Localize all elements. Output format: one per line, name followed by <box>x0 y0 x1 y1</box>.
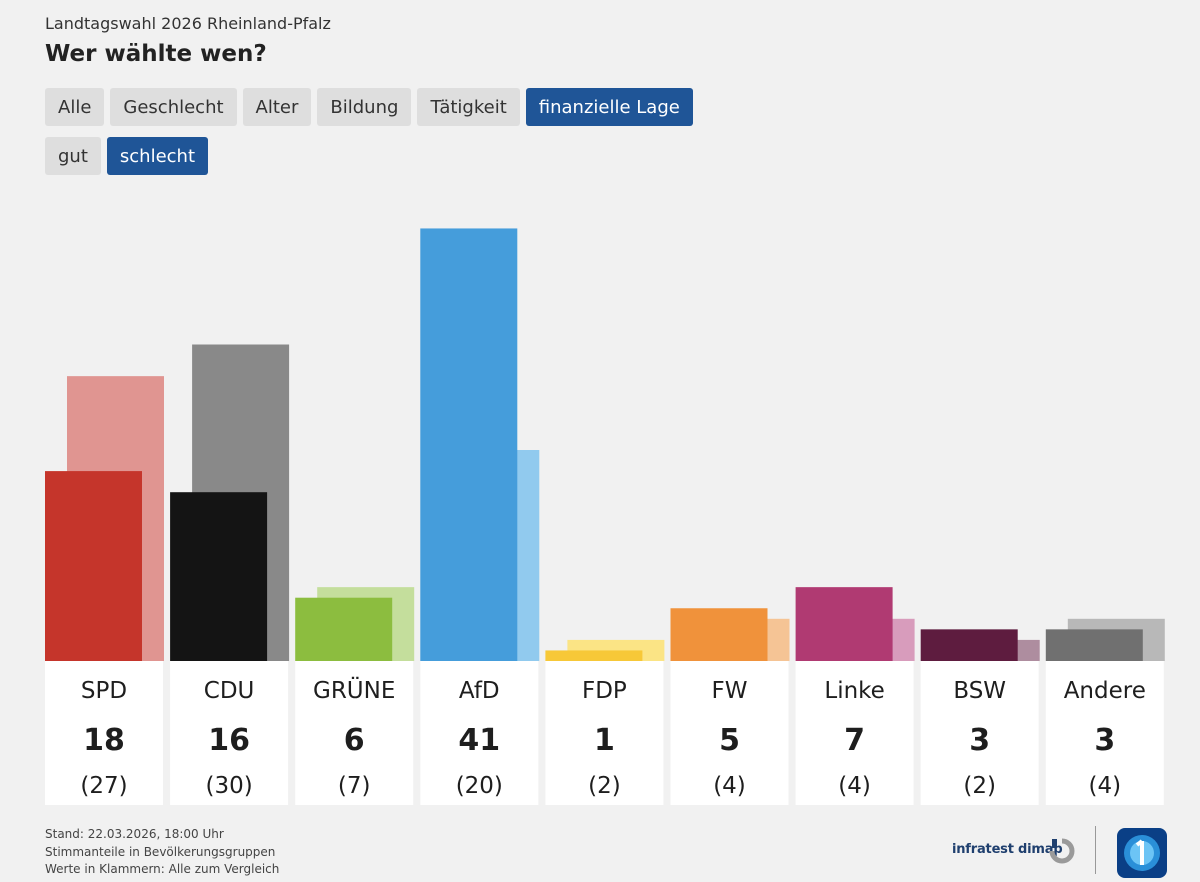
value-label-fw: 5 <box>719 723 740 758</box>
filter-alter-button[interactable]: Alter <box>242 88 312 126</box>
category-label-bsw: BSW <box>953 678 1006 704</box>
compare-label-afd: (20) <box>456 773 503 799</box>
logo-divider <box>1095 826 1096 874</box>
ard-logo-icon <box>1117 828 1167 878</box>
value-label-linke: 7 <box>844 723 865 758</box>
footnote-description: Stimmanteile in Bevölkerungsgruppen <box>45 844 276 859</box>
bar-main-spd <box>45 471 142 661</box>
filter-category-row: Alle Geschlecht Alter Bildung Tätigkeit … <box>45 88 693 126</box>
label-card-spd <box>45 661 163 805</box>
filter-alle-button[interactable]: Alle <box>45 88 105 126</box>
category-label-afd: AfD <box>459 678 500 704</box>
bar-main-fw <box>670 608 768 661</box>
bar-main-andere <box>1045 629 1143 661</box>
compare-label-linke: (4) <box>838 773 871 799</box>
label-card-linke <box>795 661 914 805</box>
compare-label-bsw: (2) <box>963 773 996 799</box>
value-label-spd: 18 <box>83 723 125 758</box>
bar-main-linke <box>795 587 893 661</box>
label-card-bsw <box>920 661 1039 805</box>
filter-bildung-button[interactable]: Bildung <box>317 88 412 126</box>
category-label-spd: SPD <box>81 678 127 704</box>
bar-main-bsw <box>920 629 1018 661</box>
category-label-fdp: FDP <box>582 678 627 704</box>
category-label-fw: FW <box>712 678 748 704</box>
footnote-comparison: Werte in Klammern: Alle zum Vergleich <box>45 862 280 876</box>
filter-subgroup-row: gut schlecht <box>45 137 209 175</box>
bar-main-afd <box>420 228 518 661</box>
value-label-andere: 3 <box>1094 723 1115 758</box>
value-label-bsw: 3 <box>969 723 990 758</box>
value-label-fdp: 1 <box>594 723 615 758</box>
bar-main-cdu <box>170 492 268 661</box>
label-card-fdp <box>545 661 664 805</box>
value-label-afd: 41 <box>458 723 500 758</box>
supertitle: Landtagswahl 2026 Rheinland-Pfalz <box>45 14 331 33</box>
label-card-afd <box>420 661 539 805</box>
category-label-gruene: GRÜNE <box>313 676 395 704</box>
bar-main-gruene <box>295 597 393 661</box>
category-label-andere: Andere <box>1064 678 1146 704</box>
filter-taetigkeit-button[interactable]: Tätigkeit <box>417 88 520 126</box>
compare-label-fw: (4) <box>713 773 746 799</box>
chart-title: Wer wählte wen? <box>45 41 267 67</box>
filter-finanzielle-lage-button[interactable]: finanzielle Lage <box>525 88 693 126</box>
compare-label-spd: (27) <box>80 773 127 799</box>
infratest-logo-icon <box>1049 838 1075 864</box>
footnotes: Stand: 22.03.2026, 18:00 Uhr Stimmanteil… <box>45 826 279 879</box>
label-card-andere <box>1045 661 1164 805</box>
filter-geschlecht-button[interactable]: Geschlecht <box>110 88 237 126</box>
label-card-fw <box>670 661 789 805</box>
compare-label-andere: (4) <box>1089 773 1122 799</box>
label-card-cdu <box>170 661 289 805</box>
footnote-date: Stand: 22.03.2026, 18:00 Uhr <box>45 827 224 841</box>
label-card-gruene <box>295 661 414 805</box>
compare-label-cdu: (30) <box>205 773 252 799</box>
bar-main-fdp <box>545 650 643 661</box>
category-label-cdu: CDU <box>204 678 255 704</box>
category-label-linke: Linke <box>824 678 884 704</box>
compare-label-gruene: (7) <box>338 773 371 799</box>
compare-label-fdp: (2) <box>588 773 621 799</box>
infratest-dimap-wordmark: infratest dimap <box>952 842 1063 857</box>
subfilter-schlecht-button[interactable]: schlecht <box>106 137 209 175</box>
value-label-cdu: 16 <box>208 723 250 758</box>
subfilter-gut-button[interactable]: gut <box>45 137 101 175</box>
value-label-gruene: 6 <box>344 723 365 758</box>
